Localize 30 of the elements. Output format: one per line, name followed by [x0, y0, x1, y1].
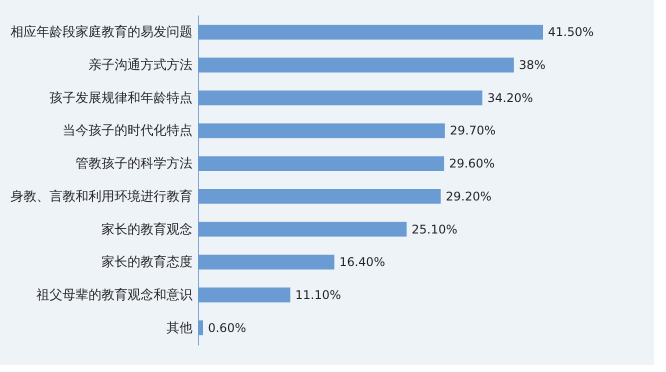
- data-label: 41.50%: [548, 25, 594, 40]
- y-tick-label: 家长的教育态度: [102, 254, 192, 270]
- y-tick-label: 家长的教育观念: [102, 221, 192, 238]
- data-label: 38%: [518, 58, 546, 72]
- y-tick-label: 管教孩子的科学方法: [76, 156, 192, 172]
- y-tick-label: 祖父母辈的教育观念和意识: [36, 286, 192, 303]
- y-tick-label: 身教、言教和利用环境进行教育: [10, 188, 192, 204]
- bar: [198, 156, 444, 171]
- y-tick-label: 孩子发展规律和年龄特点: [50, 90, 192, 106]
- data-label: 34.20%: [487, 90, 534, 105]
- bar: [198, 320, 203, 336]
- data-label: 11.10%: [295, 288, 342, 302]
- data-label: 29.20%: [446, 189, 492, 204]
- bar: [198, 90, 482, 106]
- data-label: 25.10%: [412, 222, 458, 236]
- bar: [198, 222, 407, 237]
- data-label: 0.60%: [208, 320, 246, 335]
- y-tick-label: 亲子沟通方式方法: [88, 57, 192, 74]
- data-label: 29.60%: [449, 156, 495, 171]
- bar: [198, 189, 441, 204]
- data-label: 16.40%: [339, 255, 386, 270]
- bar: [198, 254, 334, 270]
- bar: [198, 24, 543, 40]
- y-tick-label: 相应年龄段家庭教育的易发问题: [10, 24, 192, 40]
- bar: [198, 123, 445, 138]
- bar: [198, 288, 290, 302]
- bar: [198, 58, 514, 72]
- data-label: 29.70%: [450, 124, 496, 138]
- y-tick-label: 当今孩子的时代化特点: [62, 124, 192, 139]
- y-tick-label: 其他: [166, 320, 192, 336]
